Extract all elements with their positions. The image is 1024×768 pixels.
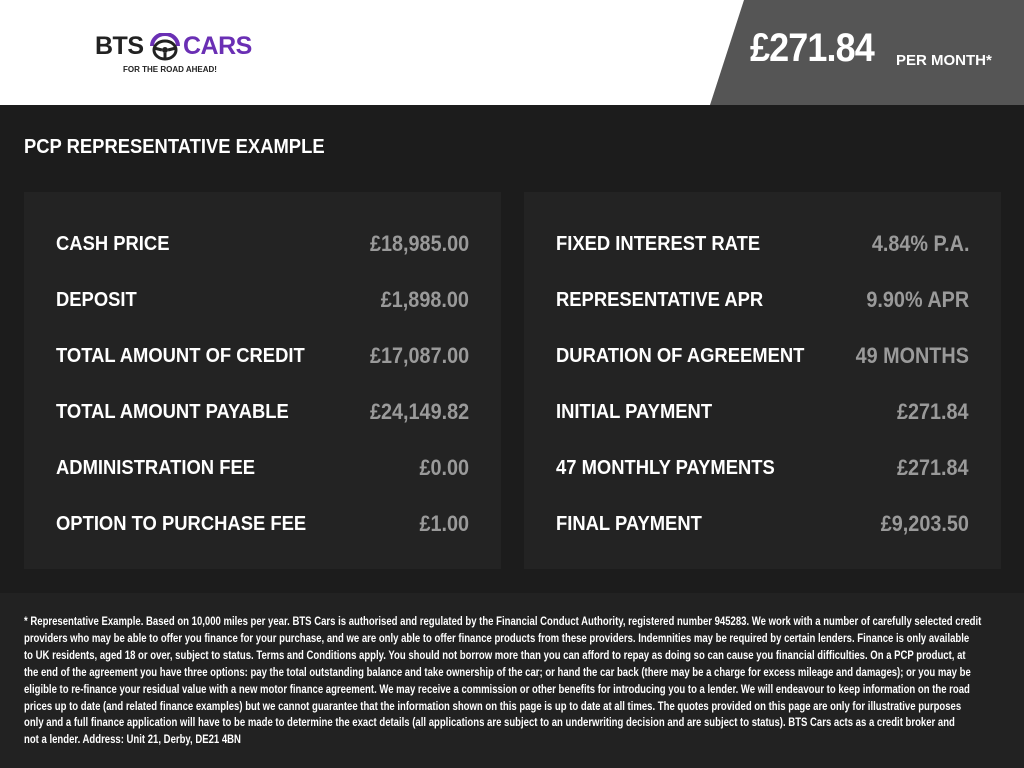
disclaimer-line: not a lender. Address: Unit 21, Derby, D…: [24, 734, 241, 747]
row-value: 9.90% APR: [866, 287, 969, 312]
finance-table-left: CASH PRICE £18,985.00 DEPOSIT £1,898.00 TOTA…: [24, 192, 501, 569]
table-row: DEPOSIT £1,898.00: [56, 285, 469, 315]
disclaimer-line: * Representative Example. Based on 10,00…: [24, 616, 982, 628]
monthly-price-panel: £271.84 PER MONTH*: [710, 0, 1024, 105]
table-row: FIXED INTEREST RATE 4.84% P.A.: [556, 229, 969, 259]
disclaimer-line: only and a full finance application will…: [24, 717, 955, 730]
row-value: 4.84% P.A.: [871, 231, 969, 256]
table-row: 47 MONTHLY PAYMENTS £271.84: [556, 453, 969, 483]
row-label: DEPOSIT: [56, 288, 137, 311]
table-row: REPRESENTATIVE APR 9.90% APR: [556, 285, 969, 315]
monthly-price: £271.84: [750, 26, 875, 70]
disclaimer-line: providers who may be able to offer you f…: [24, 632, 970, 645]
row-value: 49 MONTHS: [855, 343, 969, 368]
table-row: FINAL PAYMENT £9,203.50: [556, 509, 969, 539]
disclaimer-line: to UK residents, aged 18 or over, subjec…: [24, 649, 966, 662]
disclaimer: * Representative Example. Based on 10,00…: [24, 614, 1024, 749]
row-label: ADMINISTRATION FEE: [56, 456, 255, 479]
row-label: DURATION OF AGREEMENT: [556, 344, 805, 367]
disclaimer-line: eligible to re-finance your residual val…: [24, 683, 970, 696]
row-label: CASH PRICE: [56, 232, 170, 255]
table-row: TOTAL AMOUNT OF CREDIT £17,087.00: [56, 341, 469, 371]
logo-text-cars: CARS: [183, 32, 252, 60]
section-title: PCP REPRESENTATIVE EXAMPLE: [24, 136, 325, 158]
finance-table-right: FIXED INTEREST RATE 4.84% P.A. REPRESENTAT…: [524, 192, 1001, 569]
table-row: OPTION TO PURCHASE FEE £1.00: [56, 509, 469, 539]
bts-cars-logo[interactable]: BTS CARS FOR THE ROAD AHEAD!: [95, 32, 255, 76]
row-label: FIXED INTEREST RATE: [556, 232, 761, 255]
row-value: £18,985.00: [369, 231, 469, 256]
logo-tagline: FOR THE ROAD AHEAD!: [123, 65, 217, 74]
row-value: £271.84: [897, 455, 969, 480]
disclaimer-line: the end of the agreement you have three …: [24, 666, 971, 679]
row-value: £17,087.00: [369, 343, 469, 368]
table-row: ADMINISTRATION FEE £0.00: [56, 453, 469, 483]
steering-wheel-icon: [150, 33, 180, 61]
table-row: TOTAL AMOUNT PAYABLE £24,149.82: [56, 397, 469, 427]
row-value: £1,898.00: [380, 287, 469, 312]
row-value: £24,149.82: [369, 399, 469, 424]
row-label: INITIAL PAYMENT: [556, 400, 713, 423]
row-label: TOTAL AMOUNT PAYABLE: [56, 400, 289, 423]
row-value: £0.00: [419, 455, 469, 480]
row-label: 47 MONTHLY PAYMENTS: [556, 456, 775, 479]
logo-text-bts: BTS: [95, 32, 144, 60]
table-row: DURATION OF AGREEMENT 49 MONTHS: [556, 341, 969, 371]
footer: * Representative Example. Based on 10,00…: [0, 593, 1024, 768]
table-row: CASH PRICE £18,985.00: [56, 229, 469, 259]
disclaimer-line: prices up to date (and related finance e…: [24, 700, 962, 713]
row-label: TOTAL AMOUNT OF CREDIT: [56, 344, 305, 367]
per-month-label: PER MONTH*: [896, 52, 992, 69]
row-label: FINAL PAYMENT: [556, 512, 702, 535]
row-value: £9,203.50: [880, 511, 969, 536]
row-label: REPRESENTATIVE APR: [556, 288, 764, 311]
row-label: OPTION TO PURCHASE FEE: [56, 512, 307, 535]
row-value: £271.84: [897, 399, 969, 424]
header: BTS CARS FOR THE ROAD AHEAD! £271.84 PER…: [0, 0, 1024, 105]
row-value: £1.00: [419, 511, 469, 536]
table-row: INITIAL PAYMENT £271.84: [556, 397, 969, 427]
